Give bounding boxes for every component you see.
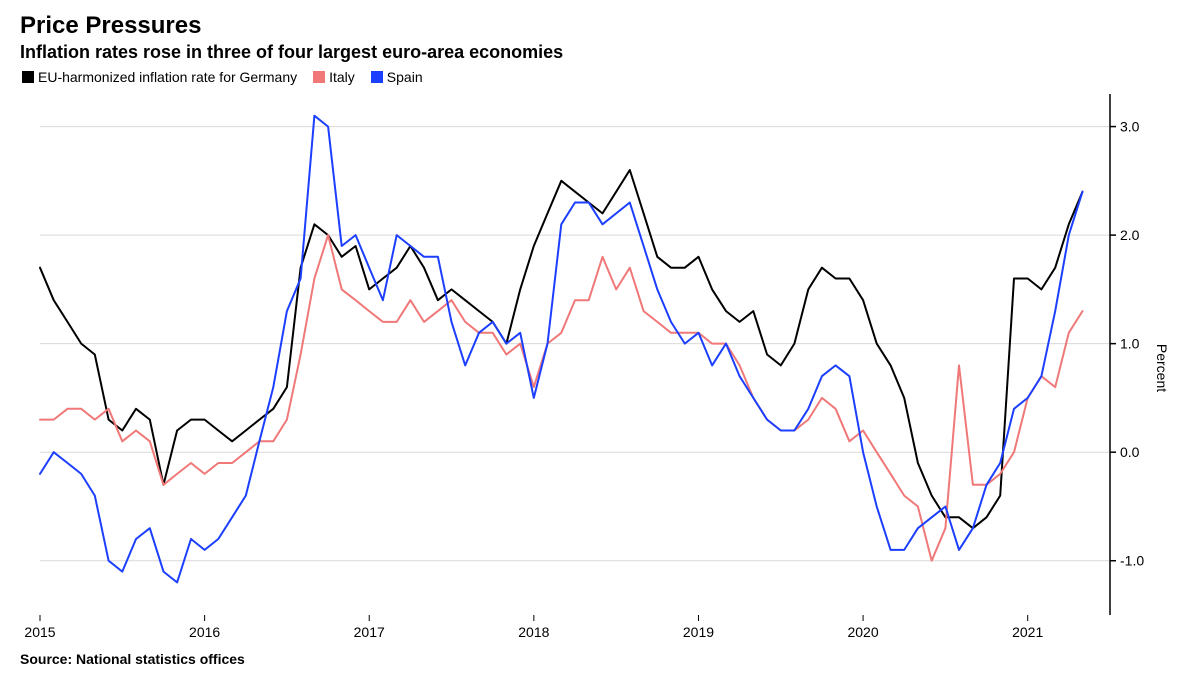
chart-area: -1.0 0.0 1.0 2.0 3.0 2015 2016 2017 2018 2019 2020… xyxy=(20,89,1180,647)
line-chart-svg: -1.0 0.0 1.0 2.0 3.0 2015 2016 2017 2018 2019 2020… xyxy=(20,89,1180,647)
svg-text:0.0: 0.0 xyxy=(1120,444,1140,460)
legend-swatch xyxy=(313,71,325,83)
svg-text:2019: 2019 xyxy=(683,624,714,640)
legend-label: Italy xyxy=(329,69,355,85)
legend-item: EU-harmonized inflation rate for Germany xyxy=(22,69,297,85)
legend-swatch xyxy=(371,71,383,83)
chart-subtitle: Inflation rates rose in three of four la… xyxy=(20,42,1180,63)
svg-text:2017: 2017 xyxy=(354,624,385,640)
legend-item: Italy xyxy=(313,69,355,85)
svg-text:2020: 2020 xyxy=(847,624,878,640)
legend-swatch xyxy=(22,71,34,83)
svg-text:2015: 2015 xyxy=(24,624,55,640)
svg-text:-1.0: -1.0 xyxy=(1120,553,1144,569)
chart-title: Price Pressures xyxy=(20,12,1180,40)
legend: EU-harmonized inflation rate for Germany… xyxy=(20,69,1180,85)
svg-text:1.0: 1.0 xyxy=(1120,336,1140,352)
svg-text:2016: 2016 xyxy=(189,624,220,640)
chart-source: Source: National statistics offices xyxy=(20,651,1180,667)
svg-text:3.0: 3.0 xyxy=(1120,119,1140,135)
svg-text:2018: 2018 xyxy=(518,624,549,640)
svg-text:2021: 2021 xyxy=(1012,624,1043,640)
svg-text:2.0: 2.0 xyxy=(1120,227,1140,243)
y-axis-label: Percent xyxy=(1154,344,1170,392)
legend-label: Spain xyxy=(387,69,423,85)
legend-item: Spain xyxy=(371,69,423,85)
legend-label: EU-harmonized inflation rate for Germany xyxy=(38,69,297,85)
